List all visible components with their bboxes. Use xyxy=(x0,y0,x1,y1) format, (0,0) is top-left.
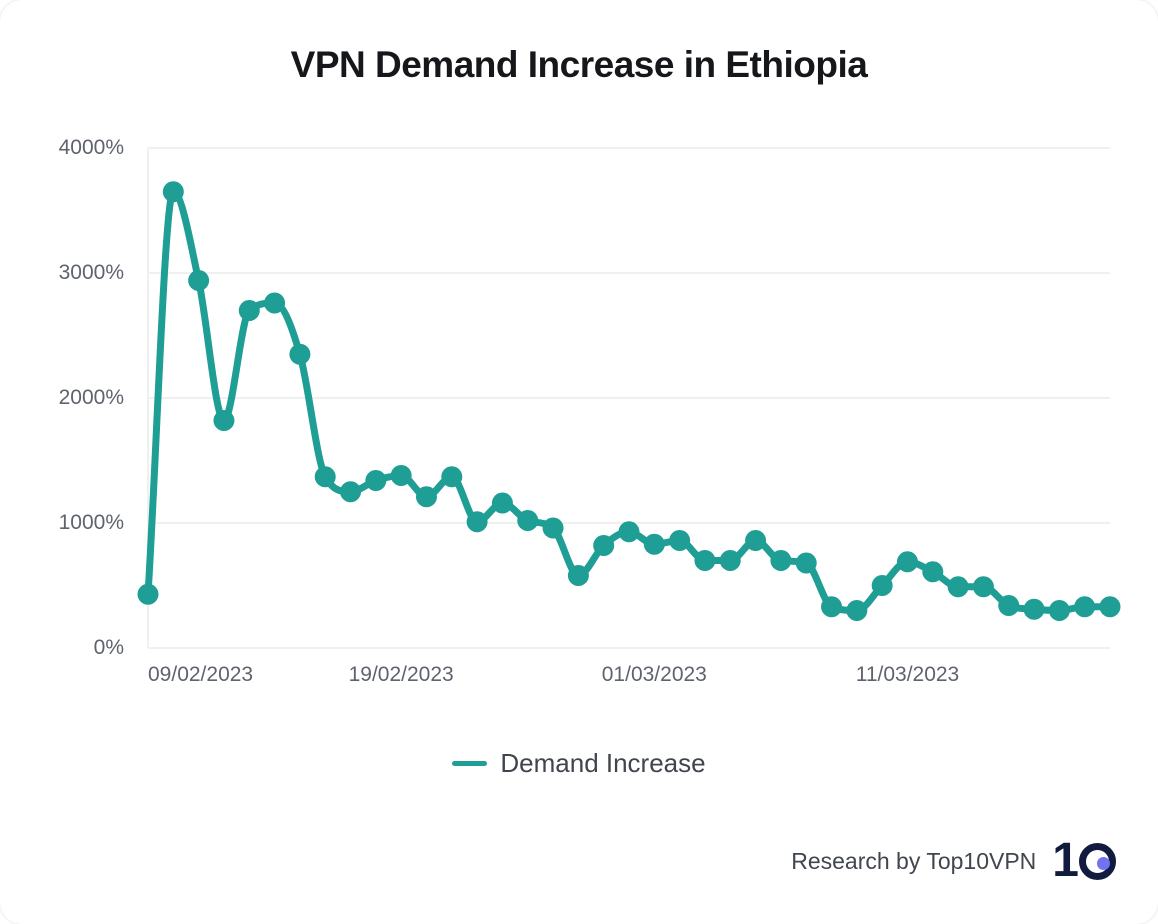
data-point xyxy=(998,595,1020,616)
x-axis-tick-label: 09/02/2023 xyxy=(148,663,254,686)
data-point xyxy=(542,517,564,539)
chart-title: VPN Demand Increase in Ethiopia xyxy=(290,44,868,85)
data-point xyxy=(669,530,691,551)
data-point xyxy=(137,583,159,605)
data-point xyxy=(821,596,843,618)
data-point xyxy=(466,511,488,533)
data-point xyxy=(238,300,260,321)
data-point xyxy=(491,492,513,514)
data-point xyxy=(264,292,286,314)
data-point xyxy=(1023,598,1045,620)
data-point xyxy=(1099,596,1121,618)
data-point xyxy=(390,465,412,486)
data-point xyxy=(188,270,210,291)
data-point xyxy=(846,600,868,621)
data-point xyxy=(289,343,311,365)
y-axis-tick-label: 0% xyxy=(93,636,124,659)
y-axis-tick-label: 4000% xyxy=(58,136,124,159)
legend-label: Demand Increase xyxy=(500,748,706,778)
data-point xyxy=(365,470,387,491)
data-point xyxy=(643,533,665,555)
legend: Demand Increase xyxy=(0,748,1158,779)
data-point xyxy=(745,530,767,551)
logo-ring-icon xyxy=(1079,842,1116,880)
data-point xyxy=(441,466,463,488)
x-axis-tick-label: 19/02/2023 xyxy=(348,663,454,686)
x-axis-tick-label: 11/03/2023 xyxy=(855,663,960,686)
top10vpn-logo: 1 xyxy=(1052,837,1116,885)
data-point xyxy=(593,535,615,556)
data-point xyxy=(340,481,362,503)
data-point xyxy=(162,181,184,203)
data-point xyxy=(1048,600,1070,621)
data-point xyxy=(871,575,893,596)
legend-line-swatch xyxy=(452,761,488,766)
data-point xyxy=(922,561,944,583)
data-point xyxy=(213,410,235,431)
logo-digit-one: 1 xyxy=(1052,834,1079,887)
data-point xyxy=(1074,596,1096,618)
data-point xyxy=(694,550,716,571)
data-point xyxy=(770,550,792,571)
data-point xyxy=(618,521,640,543)
logo-dot-icon xyxy=(1097,856,1110,870)
y-axis-tick-label: 1000% xyxy=(58,511,124,534)
demand-line xyxy=(144,188,1114,614)
data-point xyxy=(947,576,969,598)
data-point xyxy=(972,576,994,598)
data-point xyxy=(517,510,539,531)
data-point xyxy=(314,466,336,488)
data-point xyxy=(795,552,817,574)
y-axis-tick-label: 3000% xyxy=(58,261,124,284)
data-point xyxy=(415,486,437,508)
x-axis-tick-label: 01/03/2023 xyxy=(601,663,707,686)
y-axis-tick-label: 2000% xyxy=(58,386,124,409)
research-credit: Research by Top10VPN xyxy=(791,847,1037,874)
data-point xyxy=(896,551,918,573)
data-point xyxy=(719,550,741,571)
footer: Research by Top10VPN 1 xyxy=(791,836,1116,886)
data-point xyxy=(567,565,589,586)
